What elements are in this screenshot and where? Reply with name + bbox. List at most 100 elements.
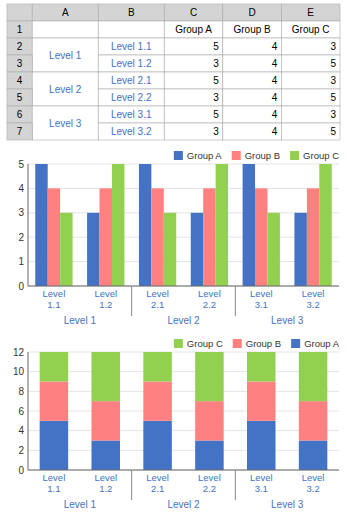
table-text: 6	[17, 109, 23, 120]
table-header-cell	[98, 4, 164, 21]
bar-segment	[247, 352, 276, 382]
x-tick-line: 3.1	[255, 483, 268, 494]
x-tick-label: Level2.1	[146, 472, 169, 494]
table-cell	[281, 55, 340, 72]
table-text: 4	[17, 75, 23, 86]
table-text: Group B	[233, 24, 271, 35]
table-text: Level 1	[49, 50, 82, 61]
legend-swatch	[232, 151, 241, 160]
bar-chart: 012345Level1.1Level1.2Level2.1Level2.2Le…	[18, 150, 339, 327]
x-tick-line: 1.2	[99, 483, 112, 494]
table-header-cell	[7, 55, 32, 72]
table-header-cell	[7, 38, 32, 55]
table-header-cell	[164, 4, 223, 21]
table-text: 4	[272, 126, 278, 137]
grid-line	[28, 188, 339, 189]
bar	[307, 188, 319, 286]
table-text: 2	[17, 41, 23, 52]
table-cell	[98, 21, 164, 38]
table-cell	[223, 38, 282, 55]
bar-segment	[143, 421, 172, 470]
x-tick-line: Level	[302, 288, 325, 299]
table-text: 5	[213, 75, 219, 86]
bar	[35, 164, 47, 286]
x-tick-label: Level1.2	[94, 288, 117, 310]
table-cell	[32, 21, 98, 38]
legend-swatch	[290, 151, 299, 160]
table-text: Level 3.2	[111, 126, 152, 137]
bar	[151, 188, 163, 286]
grid-line	[28, 286, 339, 287]
y-tick-label: 2	[18, 232, 24, 243]
group-label: Level 1	[64, 499, 97, 510]
x-tick-line: Level	[198, 288, 221, 299]
x-tick-line: 2.1	[151, 299, 164, 310]
x-tick-label: Level1.2	[94, 472, 117, 494]
grid-line	[28, 237, 339, 238]
bar-segment	[143, 382, 172, 421]
table-text: Level 2	[49, 84, 82, 95]
table-header-cell	[281, 4, 340, 21]
table-text: A	[62, 7, 69, 18]
table-cell	[281, 89, 340, 106]
group-label: Level 1	[64, 315, 97, 326]
x-tick-line: 3.2	[306, 483, 319, 494]
bar	[243, 164, 255, 286]
table-cell	[32, 106, 98, 140]
table-cell	[98, 89, 164, 106]
y-tick-label: 0	[18, 465, 24, 476]
table-cell	[164, 21, 223, 38]
legend-label: Group C	[187, 338, 223, 349]
x-tick-line: Level	[94, 288, 117, 299]
table-text: Group C	[292, 24, 330, 35]
table-text: Level 1.1	[111, 41, 152, 52]
y-tick-label: 6	[18, 406, 24, 417]
y-tick-label: 0	[18, 281, 24, 292]
y-tick-label: 10	[13, 366, 25, 377]
x-axis-line	[28, 286, 339, 287]
table-cell	[32, 72, 98, 106]
bar	[191, 213, 203, 286]
table-text: 4	[272, 58, 278, 69]
table-text: 3	[17, 58, 23, 69]
legend-swatch	[174, 151, 183, 160]
table-text: 3	[213, 92, 219, 103]
bar-segment	[299, 352, 328, 401]
bar	[255, 188, 267, 286]
y-axis-line	[28, 352, 29, 470]
table-cell	[223, 123, 282, 140]
bar-segment	[40, 421, 69, 470]
table-text: 4	[272, 109, 278, 120]
group-separator	[131, 286, 132, 316]
legend-swatch	[233, 339, 242, 348]
grid-line	[28, 352, 339, 353]
legend: Group CGroup BGroup A	[174, 150, 339, 161]
grid-line	[28, 470, 339, 471]
bar	[60, 213, 72, 286]
table-text: Level 1.2	[111, 58, 152, 69]
x-tick-label: Level3.1	[250, 288, 273, 310]
table-cell	[98, 106, 164, 123]
table-cell	[98, 55, 164, 72]
legend: Group AGroup BGroup C	[174, 338, 340, 349]
x-tick-label: Level3.1	[250, 472, 273, 494]
x-tick-label: Level1.1	[43, 472, 66, 494]
table-text: B	[128, 7, 135, 18]
x-tick-line: Level	[94, 472, 117, 483]
group-label: Level 2	[167, 315, 200, 326]
bar	[294, 213, 306, 286]
x-tick-label: Level2.2	[198, 472, 221, 494]
bar	[87, 213, 99, 286]
bar	[100, 188, 112, 286]
bar	[267, 213, 279, 286]
grid-line	[28, 411, 339, 412]
table-text: 4	[272, 75, 278, 86]
bar	[319, 164, 331, 286]
bar-segment	[247, 382, 276, 421]
legend-label: Group C	[303, 150, 339, 161]
table-text: 5	[213, 41, 219, 52]
group-separator	[235, 286, 236, 316]
bar-segment	[40, 352, 69, 382]
table-cell	[281, 72, 340, 89]
table-text: 5	[330, 92, 336, 103]
